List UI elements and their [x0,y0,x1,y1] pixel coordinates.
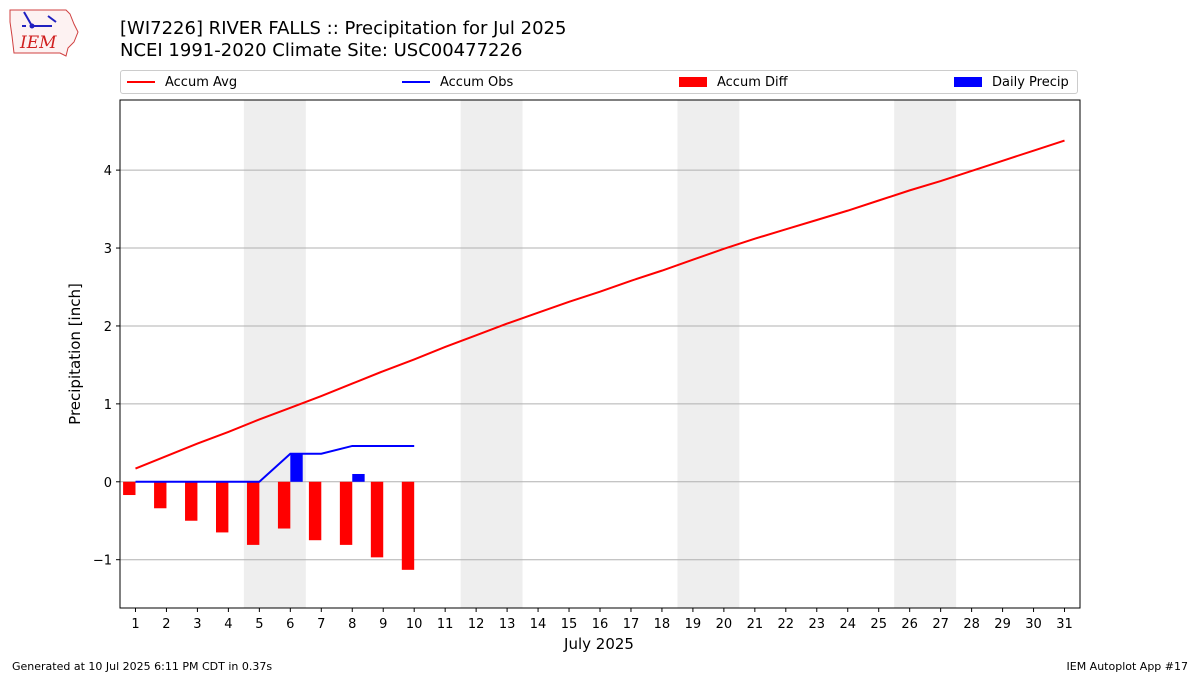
accum-diff-bar [401,481,415,570]
daily-precip-bar [290,453,303,482]
x-axis-ticks: 1 2 3 4 5 6 7 8 9 10 11 12 13 14 15 16 17 18 19 20 21 22 23 24 2… [131,608,1073,632]
iem-logo: IEM [9,9,79,57]
y-tick-label: 2 [104,320,112,335]
accum-obs-line [135,444,415,483]
y-axis-label: Precipitation [inch] [66,283,84,425]
legend-swatch-accum-diff [679,77,707,87]
x-tick-label: 9 [379,617,387,632]
weekend-band-1 [243,100,306,608]
accum-diff-bar [370,481,384,558]
x-tick-label: 25 [870,617,887,632]
y-tick-label: 3 [104,242,112,257]
x-tick-label: 3 [193,617,201,632]
accum-avg-line [135,139,1065,470]
footer-generated-text: Generated at 10 Jul 2025 6:11 PM CDT in … [12,660,273,673]
weekend-band-4 [894,100,957,608]
accum-diff-bar [154,481,167,509]
y-gridlines [120,169,1080,561]
x-tick-label: 11 [437,617,454,632]
daily-precip-bar [352,473,365,482]
x-tick-label: 23 [809,617,826,632]
x-tick-label: 5 [255,617,263,632]
x-tick-label: 29 [994,617,1011,632]
x-tick-label: 1 [131,617,139,632]
legend-item-daily-precip: Daily Precip [954,71,1069,93]
legend: Accum Avg Accum Obs Accum Diff Daily Pre… [120,70,1078,94]
legend-item-accum-avg: Accum Avg [127,71,237,93]
x-tick-label: 22 [778,617,795,632]
y-tick-label: 4 [104,164,112,179]
x-tick-label: 27 [932,617,949,632]
legend-swatch-daily-precip [954,77,982,87]
footer-app-text: IEM Autoplot App #17 [1066,660,1189,673]
legend-label-accum-diff: Accum Diff [717,74,788,90]
accum-diff-bar [216,481,229,533]
x-tick-label: 12 [468,617,485,632]
y-axis-ticks: −1 0 1 2 3 4 [93,164,120,569]
y-tick-label: 0 [104,476,112,491]
x-tick-label: 15 [561,617,578,632]
legend-swatch-accum-obs [402,81,430,83]
accum-diff-bar [308,481,322,541]
y-tick-label: 1 [104,398,112,413]
x-tick-label: 6 [286,617,294,632]
y-tick-label: −1 [93,554,112,569]
weekend-band-3 [677,100,740,608]
plot-frame [119,99,1081,609]
x-tick-label: 19 [685,617,702,632]
accum-diff-bar [246,481,260,545]
legend-label-accum-avg: Accum Avg [165,74,238,90]
bars [123,453,415,570]
weather-instruments-icon [22,11,57,27]
x-tick-label: 8 [348,617,356,632]
chart-title: [WI7226] RIVER FALLS :: Precipitation fo… [120,18,567,39]
x-tick-label: 13 [499,617,516,632]
accum-diff-bar [185,481,198,521]
x-tick-label: 4 [224,617,232,632]
x-tick-label: 28 [963,617,980,632]
logo-text: IEM [19,33,57,53]
x-tick-label: 24 [839,617,856,632]
chart-subtitle: NCEI 1991-2020 Climate Site: USC00477226 [120,40,523,61]
x-tick-label: 10 [406,617,423,632]
weekend-shading [243,100,957,608]
accum-diff-bar [339,481,353,545]
x-tick-label: 30 [1025,617,1042,632]
x-tick-label: 26 [901,617,918,632]
lines [135,139,1065,483]
x-tick-label: 20 [716,617,733,632]
accum-diff-bar [123,481,136,496]
iowa-map-outline-icon [9,9,79,57]
x-tick-label: 31 [1056,617,1073,632]
x-tick-label: 16 [592,617,609,632]
x-tick-label: 2 [162,617,170,632]
x-tick-label: 17 [623,617,640,632]
x-axis-label: July 2025 [563,635,634,653]
legend-swatch-accum-avg [127,81,155,83]
x-tick-label: 7 [317,617,325,632]
legend-label-accum-obs: Accum Obs [440,74,514,90]
x-tick-label: 14 [530,617,547,632]
x-tick-label: 21 [747,617,764,632]
legend-label-daily-precip: Daily Precip [992,74,1069,90]
legend-item-accum-diff: Accum Diff [679,71,788,93]
x-tick-label: 18 [654,617,671,632]
weekend-band-2 [460,100,523,608]
accum-diff-bar [277,481,291,529]
legend-item-accum-obs: Accum Obs [402,71,513,93]
